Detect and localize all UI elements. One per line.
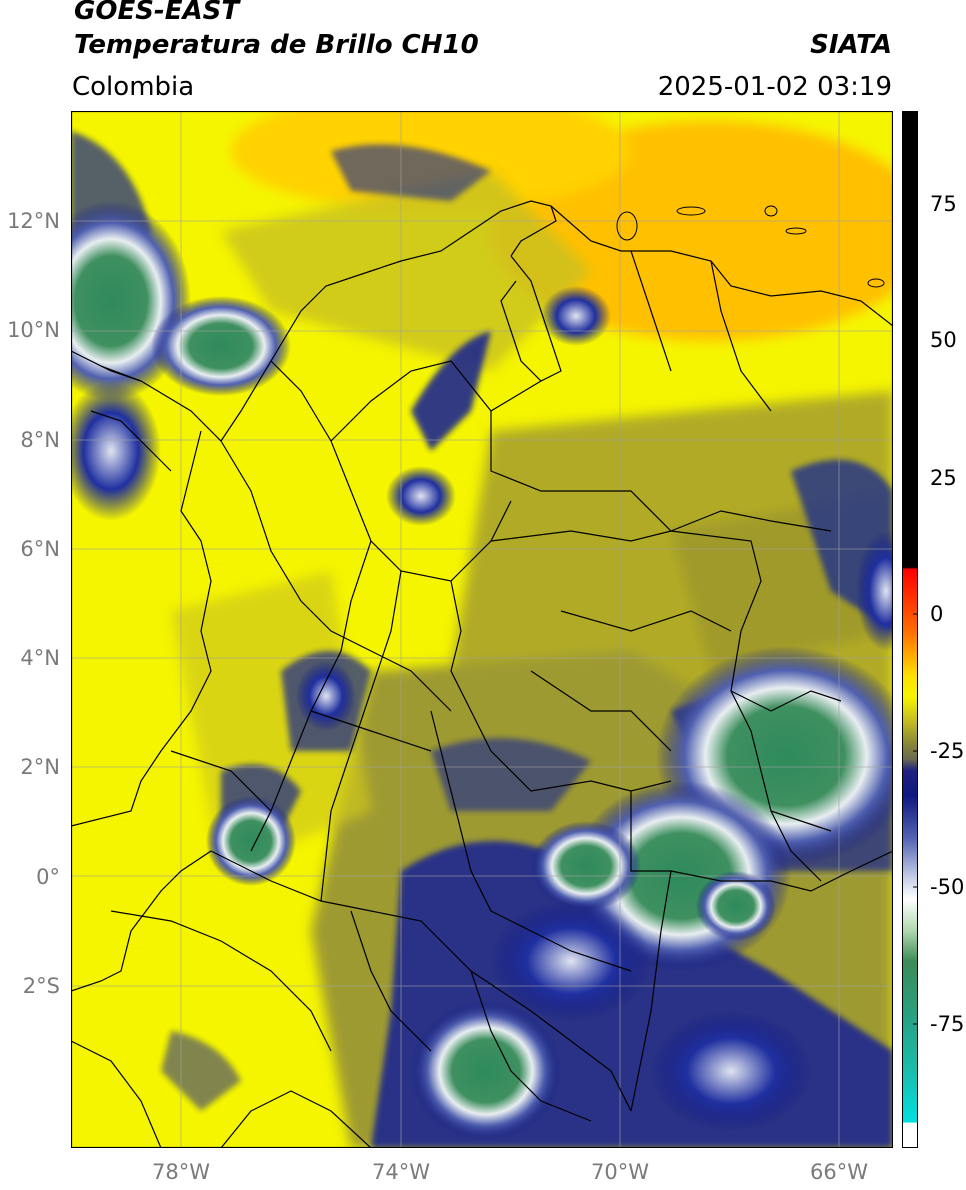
brightness-temperature-map: [71, 111, 893, 1148]
satellite-title: GOES-EAST: [74, 0, 240, 26]
colorbar-ticks: [913, 203, 918, 1025]
islands: [616, 205, 885, 288]
colorbar-label: -25: [930, 739, 965, 763]
colorbar-label: 50: [930, 328, 957, 352]
colorbar-label: 0: [930, 602, 944, 626]
lat-label: 6°N: [20, 537, 60, 561]
colorbar-label: 25: [930, 466, 957, 490]
lat-label: 10°N: [7, 318, 60, 342]
lat-label: 12°N: [7, 209, 60, 233]
lon-label: 66°W: [810, 1160, 868, 1184]
product-title: Temperatura de Brillo CH10: [74, 30, 479, 60]
lat-label: 8°N: [20, 428, 60, 452]
colorbar-label: 75: [930, 192, 957, 216]
lon-label: 78°W: [152, 1160, 210, 1184]
colorbar: [902, 111, 918, 1148]
lat-label: 2°S: [22, 974, 60, 998]
source-label: SIATA: [810, 30, 892, 60]
borders: [71, 200, 893, 1148]
region-label: Colombia: [72, 72, 195, 102]
colorbar-gradient: [902, 111, 918, 1148]
lat-label: 0°: [36, 865, 60, 889]
lat-label: 4°N: [20, 646, 60, 670]
graticule: [71, 111, 893, 1148]
convective-cores: [71, 201, 893, 1141]
colorbar-label: -50: [930, 875, 965, 899]
datetime-label: 2025-01-02 03:19: [657, 72, 892, 102]
colorbar-label: -75: [930, 1012, 965, 1036]
lon-label: 74°W: [372, 1160, 430, 1184]
colorbar-frame: [902, 111, 918, 1148]
map-frame: [71, 111, 893, 1148]
lat-label: 2°N: [20, 755, 60, 779]
lon-label: 70°W: [591, 1160, 649, 1184]
warm-sea-region: [231, 111, 893, 341]
